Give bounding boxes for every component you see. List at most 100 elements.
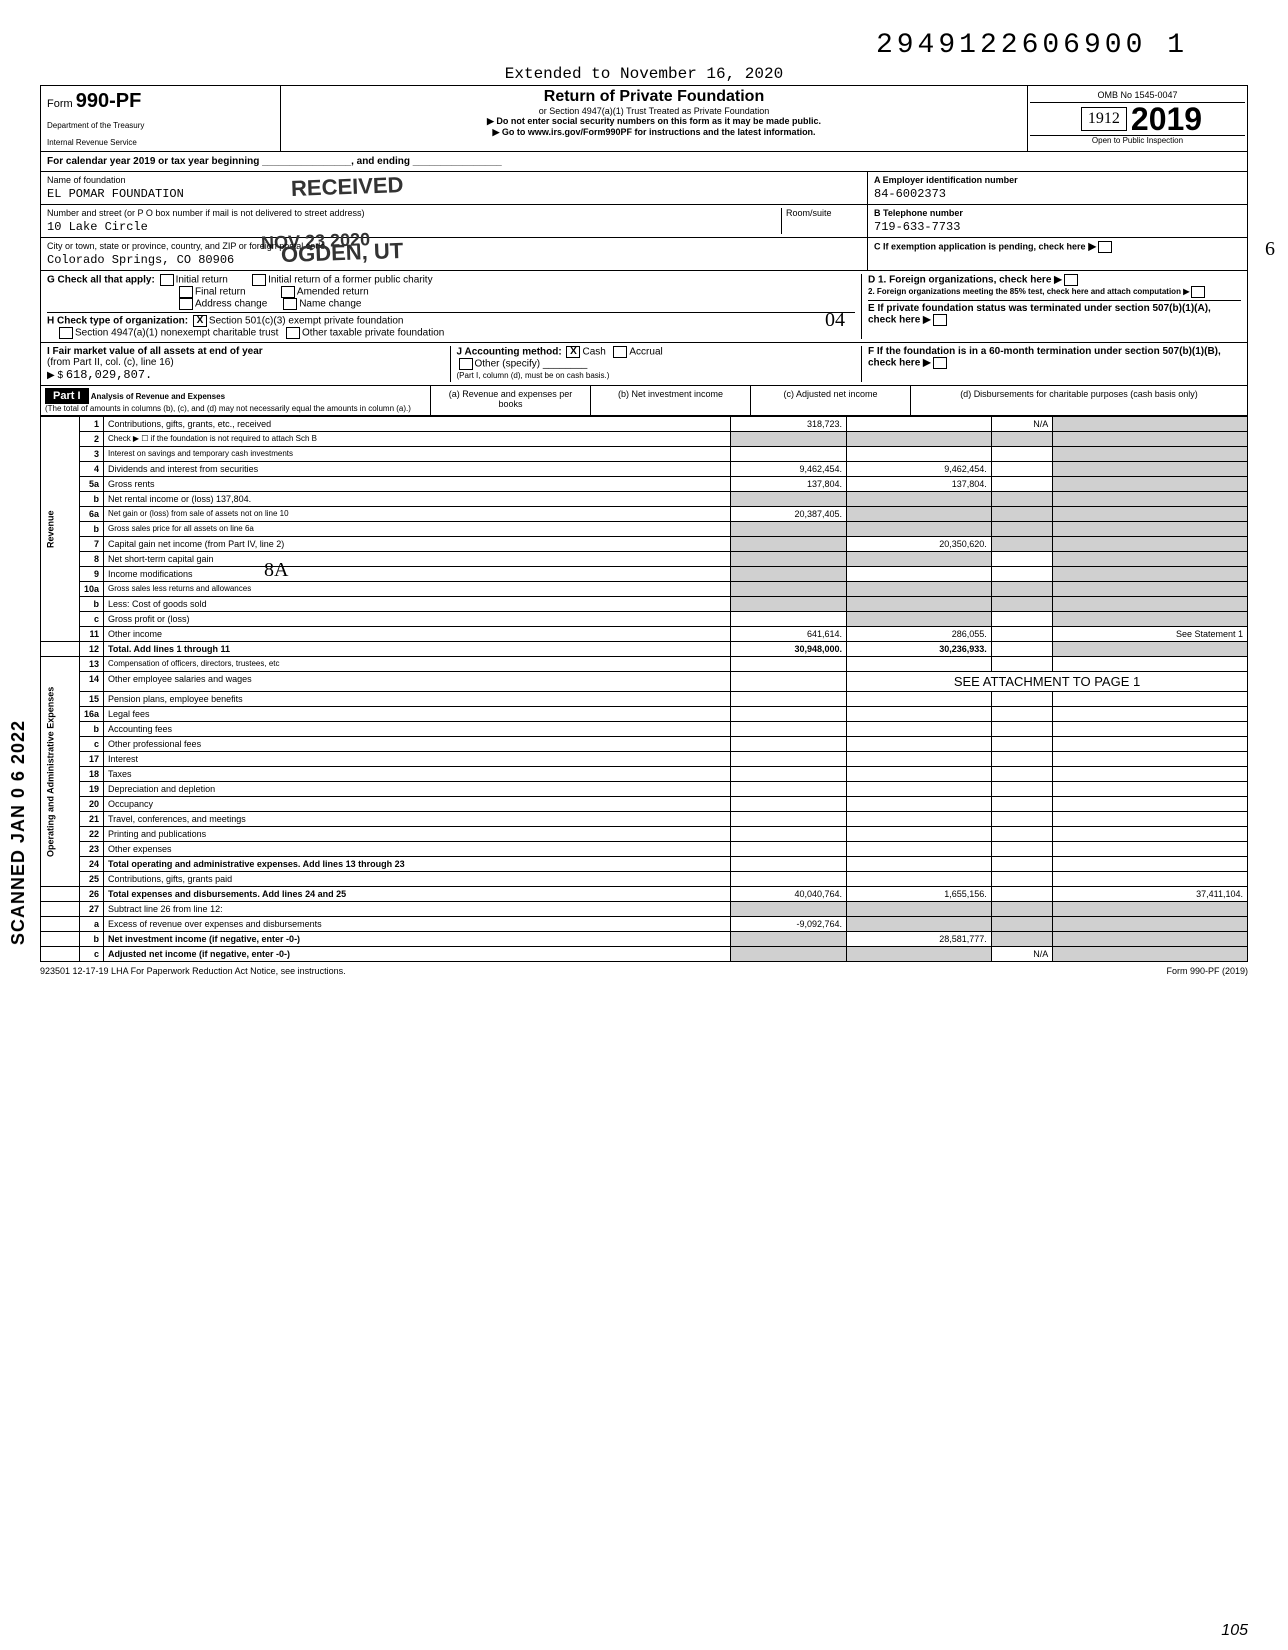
h-501c3[interactable]: X [193,315,207,327]
g-name[interactable] [283,298,297,310]
handwritten-1912: 1912 [1081,107,1127,131]
r27c-c: N/A [991,947,1052,962]
r1-a: 318,723. [731,417,847,432]
d2-label: 2. Foreign organizations meeting the 85%… [868,287,1181,296]
r4-b: 9,462,454. [847,462,992,477]
c-label: C If exemption application is pending, c… [874,242,1086,252]
section-i-j: I Fair market value of all assets at end… [40,343,1248,386]
c-checkbox[interactable] [1098,241,1112,253]
h-opt2: Section 4947(a)(1) nonexempt charitable … [75,328,278,339]
g-initial[interactable] [160,274,174,286]
i-sub: (from Part II, col. (c), line 16) [47,357,174,368]
r7-b: 20,350,620. [847,537,992,552]
f-checkbox[interactable] [933,357,947,369]
j-cash[interactable]: X [566,346,580,358]
g-opt-0: Initial return [176,275,228,286]
r6a-desc: Net gain or (loss) from sale of assets n… [104,507,731,522]
h-opt3: Other taxable private foundation [302,328,444,339]
r10b-desc: Less: Cost of goods sold [104,597,731,612]
form-prefix: Form [47,98,73,110]
street: 10 Lake Circle [47,220,781,234]
part1-label: Part I [45,388,89,404]
hand-04: 04 [825,309,845,332]
i-prefix: ▶ $ [47,370,63,381]
r25-desc: Contributions, gifts, grants paid [104,872,731,887]
col-a-header: (a) Revenue and expenses per books [431,386,591,415]
r24-desc: Total operating and administrative expen… [104,857,731,872]
footer-left: 923501 12-17-19 LHA For Paperwork Reduct… [40,966,346,976]
r17-desc: Interest [104,752,731,767]
col-d-header: (d) Disbursements for charitable purpose… [911,386,1247,415]
ein-value: 84-6002373 [874,187,1241,201]
form-header: Form 990-PF Department of the Treasury I… [40,85,1248,152]
j-other[interactable] [459,358,473,370]
dept-irs: Internal Revenue Service [47,138,274,147]
part1-table: Revenue 1Contributions, gifts, grants, e… [40,416,1248,962]
fmv-value: 618,029,807. [66,368,152,382]
g-opt-4: Amended return [297,287,369,298]
h-opt1: Section 501(c)(3) exempt private foundat… [209,316,404,327]
tracking-number: 2949122606900 1 [40,30,1248,61]
g-label: G Check all that apply: [47,275,155,286]
revenue-side-label: Revenue [41,417,80,642]
r1-c: N/A [991,417,1052,432]
tax-year: 2019 [1131,103,1202,135]
h-other-tax[interactable] [286,327,300,339]
h-label: H Check type of organization: [47,316,188,327]
g-opt-5: Name change [299,299,361,310]
r27b-b: 28,581,777. [847,932,992,947]
j-cash-lbl: Cash [582,347,605,358]
r18-desc: Taxes [104,767,731,782]
footer-right: Form 990-PF (2019) [1166,966,1248,976]
g-address[interactable] [179,298,193,310]
r12-desc: Total. Add lines 1 through 11 [104,642,731,657]
calendar-year-line: For calendar year 2019 or tax year begin… [40,152,1248,172]
dept-treasury: Department of the Treasury [47,121,274,130]
scanned-stamp: SCANNED JAN 0 6 2022 [8,720,29,945]
r27c-desc: Adjusted net income (if negative, enter … [104,947,731,962]
j-label: J Accounting method: [457,347,562,358]
r26-desc: Total expenses and disbursements. Add li… [104,887,731,902]
part1-title: Analysis of Revenue and Expenses [91,392,225,401]
r4-desc: Dividends and interest from securities [104,462,731,477]
foundation-info: Name of foundation EL POMAR FOUNDATION R… [40,172,1248,271]
r27a-a: -9,092,764. [731,917,847,932]
r26-b: 1,655,156. [847,887,992,902]
col-c-header: (c) Adjusted net income [751,386,911,415]
j-other-lbl: Other (specify) [475,359,541,370]
r20-desc: Occupancy [104,797,731,812]
r14-note: SEE ATTACHMENT TO PAGE 1 [847,672,1248,692]
r5a-desc: Gross rents [104,477,731,492]
d1-label: D 1. Foreign organizations, check here [868,275,1051,286]
g-amended[interactable] [281,286,295,298]
j-note: (Part I, column (d), must be on cash bas… [457,371,610,380]
g-final[interactable] [179,286,193,298]
open-inspection: Open to Public Inspection [1030,135,1245,145]
d2-checkbox[interactable] [1191,286,1205,298]
e-checkbox[interactable] [933,314,947,326]
part1-note: (The total of amounts in columns (b), (c… [45,404,411,413]
d1-checkbox[interactable] [1064,274,1078,286]
city: Colorado Springs, CO 80906 [47,253,861,267]
r8-desc: Net short-term capital gain [104,552,731,567]
phone-label: B Telephone number [874,208,1241,218]
r11-desc: Other income [104,627,731,642]
name-label: Name of foundation [47,175,861,185]
j-accrual-lbl: Accrual [629,347,662,358]
h-4947[interactable] [59,327,73,339]
g-initial-former[interactable] [252,274,266,286]
r5a-b: 137,804. [847,477,992,492]
r14-desc: Other employee salaries and wages [104,672,731,692]
expenses-side-label: Operating and Administrative Expenses [41,657,80,887]
hand-8a: 8A [264,559,288,582]
form-sub3: ▶ Go to www.irs.gov/Form990PF for instru… [287,127,1021,138]
r11-b: 286,055. [847,627,992,642]
extended-to: Extended to November 16, 2020 [40,65,1248,83]
section-g-h: G Check all that apply: Initial return I… [40,271,1248,343]
r27a-desc: Excess of revenue over expenses and disb… [104,917,731,932]
r7-desc: Capital gain net income (from Part IV, l… [104,537,731,552]
j-accrual[interactable] [613,346,627,358]
r27-desc: Subtract line 26 from line 12: [104,902,731,917]
r4-a: 9,462,454. [731,462,847,477]
r10c-desc: Gross profit or (loss) [104,612,731,627]
